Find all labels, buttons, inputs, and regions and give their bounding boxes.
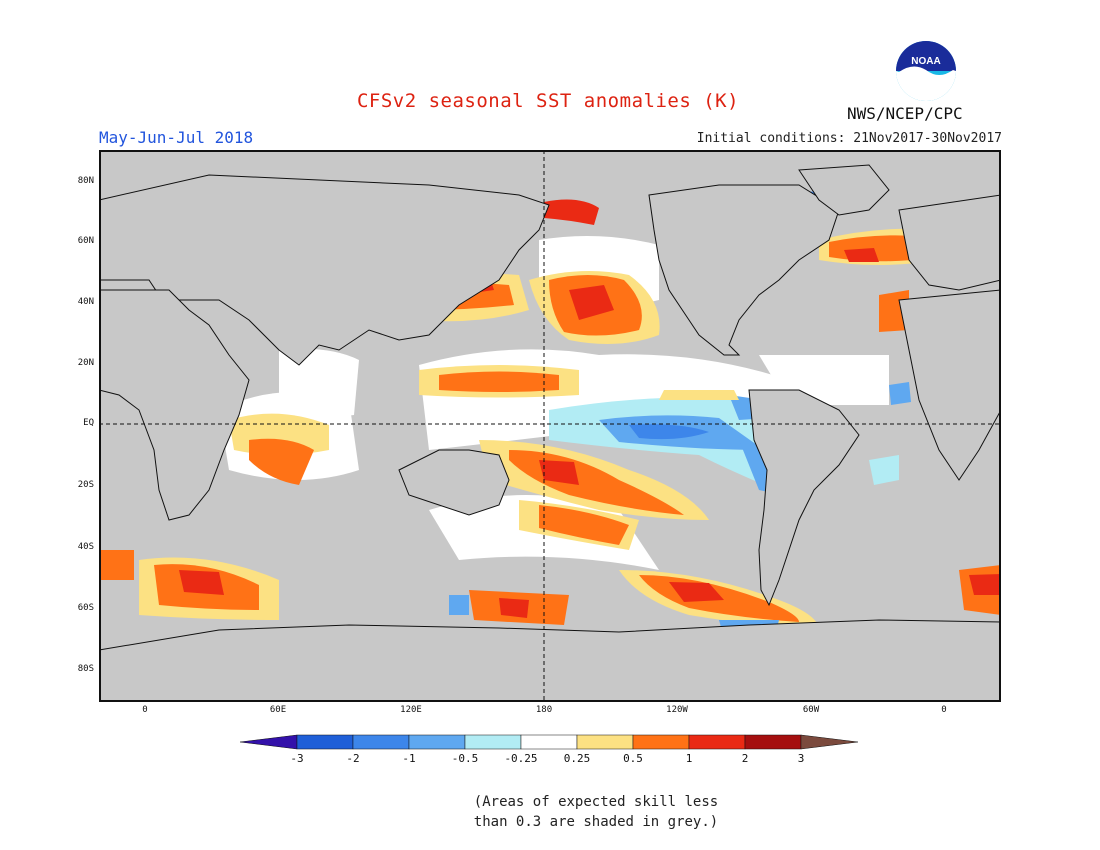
anomaly-field [99,178,1001,640]
colorbar-label: 0.25 [563,752,591,765]
lat-label-60s: 60S [77,603,94,613]
footnote-line: than 0.3 are shaded in grey.) [473,814,719,830]
noaa-logo: NOAA [895,40,957,102]
lat-label-60n: 60N [77,236,94,246]
lon-label-60w: 60W [802,705,820,715]
colorbar-label: -3 [290,752,304,765]
continent-africa-east [898,289,1001,481]
lon-label-0: 0 [142,705,148,715]
map-title: CFSv2 seasonal SST anomalies (K) [356,90,740,112]
lat-label-20s: 20S [77,480,94,490]
lat-label-80s: 80S [77,664,94,674]
lon-label-60e: 60E [269,705,287,715]
lat-label-80n: 80N [77,176,94,186]
lon-label-180: 180 [535,705,553,715]
colorbar-label: 3 [797,752,805,765]
colorbar-cell [576,734,634,750]
colorbar-label: -2 [346,752,360,765]
map-frame [99,150,1001,702]
colorbar-label: 1 [685,752,693,765]
colorbar-cell [352,734,410,750]
svg-text:NOAA: NOAA [911,56,940,67]
colorbar-cell [744,734,802,750]
colorbar-label: -0.25 [504,752,538,765]
footnote-line: (Areas of expected skill less [473,794,719,810]
colorbar-cell [520,734,578,750]
lat-label-eq: EQ [83,418,94,428]
continent-antarctica [99,619,1001,702]
sst-anomaly-map [99,150,1001,702]
lat-label-40n: 40N [77,297,94,307]
colorbar-label: 2 [741,752,749,765]
continent-africa [99,289,250,521]
continent-australia [398,449,510,516]
continent-greenland [798,164,890,216]
skill-footnote: (Areas of expected skill less than 0.3 a… [0,792,1100,832]
continent-europe-east [898,194,1001,291]
lat-label-20n: 20N [77,358,94,368]
lon-label-120w: 120W [666,705,688,715]
initial-conditions: Initial conditions: 21Nov2017-30Nov2017 [696,131,1002,146]
colorbar-cell [464,734,522,750]
colorbar-cell [296,734,354,750]
coastlines [99,164,1001,702]
colorbar-triangle-low [240,734,298,750]
colorbar-cell [688,734,746,750]
lon-label-0-east: 0 [941,705,947,715]
continent-south-america [748,389,860,607]
agency-label: NWS/NCEP/CPC [847,104,963,123]
lat-label-40s: 40S [77,542,94,552]
colorbar-label: -1 [402,752,416,765]
lon-label-120e: 120E [400,705,422,715]
colorbar-triangle-high [800,734,859,750]
colorbar [240,734,859,750]
forecast-period: May-Jun-Jul 2018 [99,128,254,147]
colorbar-cell [408,734,466,750]
colorbar-label: 0.5 [623,752,643,765]
colorbar-label: -0.5 [451,752,479,765]
colorbar-cell [632,734,690,750]
